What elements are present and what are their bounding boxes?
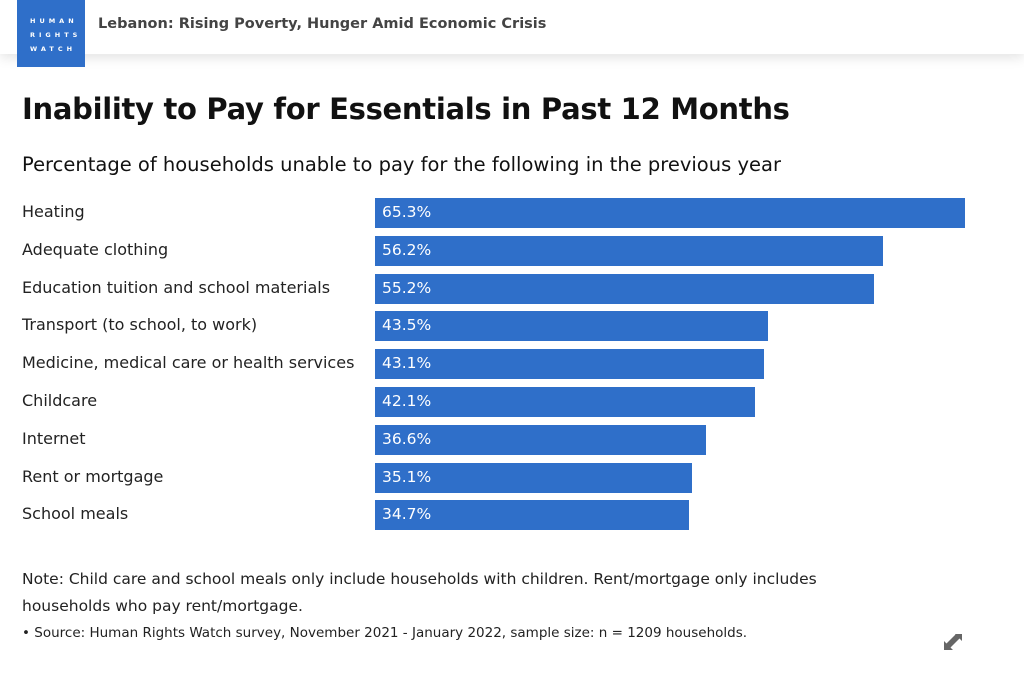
- chart-note: Note: Child care and school meals only i…: [22, 570, 817, 615]
- category-label: Adequate clothing: [22, 239, 169, 259]
- value-label: 35.1%: [382, 467, 432, 486]
- value-label: 36.6%: [382, 429, 432, 448]
- bar[interactable]: [375, 424, 706, 455]
- logo-line: WATCH: [30, 45, 77, 53]
- category-label: School meals: [22, 504, 129, 524]
- bar[interactable]: [375, 273, 874, 304]
- value-label: 65.3%: [382, 203, 432, 221]
- logo-line: HUMAN: [30, 17, 78, 25]
- bar-row: Rent or mortgage 35.1%: [0, 462, 1024, 493]
- bar-row: Heating 65.3%: [0, 198, 1024, 228]
- value-label: 43.1%: [382, 354, 432, 373]
- value-label: 43.5%: [382, 316, 432, 335]
- bar[interactable]: [375, 198, 965, 228]
- chart-source: • Source: Human Rights Watch survey, Nov…: [22, 625, 748, 641]
- bar-row: Adequate clothing 56.2%: [0, 235, 1024, 266]
- category-label: Internet: [22, 428, 86, 448]
- bar[interactable]: [375, 349, 765, 380]
- category-label: Rent or mortgage: [22, 466, 164, 486]
- bar[interactable]: [375, 235, 883, 266]
- bar[interactable]: [375, 311, 769, 342]
- bar-row: Transport (to school, to work) 43.5%: [0, 311, 1024, 342]
- bar-row: Childcare 42.1%: [0, 387, 1024, 417]
- value-label: 56.2%: [382, 240, 432, 259]
- hrw-logo[interactable]: HUMAN RIGHTS WATCH: [17, 0, 85, 67]
- bar-row: Medicine, medical care or health service…: [0, 349, 1024, 380]
- category-label: Transport (to school, to work): [22, 315, 258, 335]
- chart-subtitle: Percentage of households unable to pay f…: [22, 153, 781, 176]
- category-label: Education tuition and school materials: [22, 277, 331, 297]
- chart-title: Inability to Pay for Essentials in Past …: [22, 92, 790, 126]
- bar[interactable]: [375, 387, 756, 417]
- logo-line: RIGHTS: [30, 31, 82, 39]
- bar[interactable]: [375, 462, 693, 493]
- value-label: 42.1%: [382, 392, 432, 410]
- value-label: 55.2%: [382, 278, 432, 297]
- bar-row: Internet 36.6%: [0, 424, 1024, 455]
- value-label: 34.7%: [382, 505, 432, 524]
- category-label: Medicine, medical care or health service…: [22, 353, 355, 373]
- top-bar: Lebanon: Rising Poverty, Hunger Amid Eco…: [0, 0, 1024, 54]
- category-label: Childcare: [22, 391, 98, 410]
- expand-icon[interactable]: [940, 630, 966, 656]
- category-label: Heating: [22, 202, 85, 221]
- article-headline[interactable]: Lebanon: Rising Poverty, Hunger Amid Eco…: [98, 16, 547, 32]
- bar[interactable]: [375, 500, 689, 531]
- bar-row: Education tuition and school materials 55…: [0, 273, 1024, 304]
- bar-row: School meals 34.7%: [0, 500, 1024, 531]
